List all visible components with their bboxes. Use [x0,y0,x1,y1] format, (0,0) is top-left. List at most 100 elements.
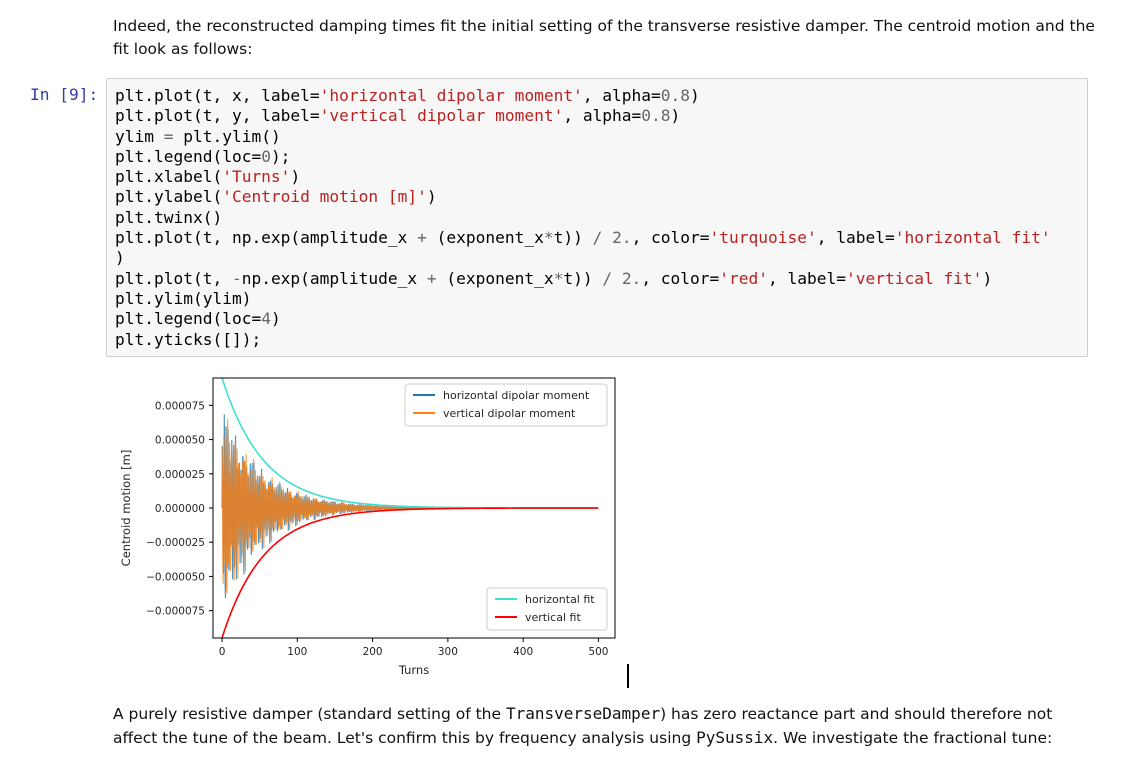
legend-label: vertical fit [525,611,581,624]
code-token: = [163,126,174,146]
code-token: * [553,268,564,288]
code-token: plt.plot(t, [115,268,232,288]
code-token [602,228,612,247]
code-token: , color= [631,228,710,248]
code-token: t)) [553,228,593,248]
code-token: (exponent_x [436,268,554,288]
code-token: ); [270,146,291,166]
code-token: ) [270,309,281,329]
plot-area [221,378,599,638]
code-line: plt.ylim(ylim) [115,289,1051,309]
y-tick-label: 0.000025 [155,469,205,481]
code-token: 'red' [719,268,769,288]
code-line: plt.ylabel('Centroid motion [m]') [115,187,1051,207]
x-tick-label: 0 [219,646,226,658]
code-line: plt.xlabel('Turns') [115,167,1051,187]
code-token: ylim [115,126,164,146]
inline-code-transversedamper: TransverseDamper [505,704,661,723]
y-tick-label: −0.000050 [146,571,205,583]
md-text-3: . We investigate the fractional tune: [773,729,1053,747]
code-token: plt.ylabel( [115,187,223,207]
inline-code-pysussix: PySussix [696,728,774,747]
code-token: 4 [261,309,271,329]
code-line: ylim = plt.ylim() [115,127,1051,147]
y-tick-label: 0.000000 [155,503,205,515]
code-token: t)) [563,268,603,288]
code-line: plt.legend(loc=4) [115,309,1051,329]
code-token: plt.plot(t, np.exp(amplitude_x [115,228,418,248]
code-line: plt.twinx() [115,208,1051,228]
md-text-1: A purely resistive damper (standard sett… [113,705,506,723]
code-token: + [417,228,427,248]
code-line: plt.plot(t, -np.exp(amplitude_x + (expon… [115,269,1051,289]
code-token: , label= [768,268,846,288]
code-token: plt.ylim() [173,126,281,146]
centroid-motion-chart: 0 100 200 300 400 500 0.000075 0.000050 0.000025… [119,377,616,677]
code-token: plt.legend(loc= [115,146,262,166]
code-token: 0.8 [641,106,671,126]
x-tick-label: 100 [287,646,307,658]
y-tick-label: 0.000050 [155,435,205,447]
text-cursor [627,664,629,688]
code-token: / [602,268,613,288]
code-token: / [592,228,603,248]
code-line: plt.plot(t, np.exp(amplitude_x + (expone… [115,228,1051,248]
code-token: * [543,228,554,248]
x-tick-label: 200 [363,646,383,658]
code-token: + [426,268,437,288]
x-axis-label: Turns [398,663,429,677]
legend-label: vertical dipolar moment [443,407,576,420]
code-editor[interactable]: plt.plot(t, x, label='horizontal dipolar… [115,86,1051,350]
code-token: ) [115,248,125,268]
code-token: ) [982,268,993,288]
md-text-2: ) has zero reactance part and should the… [113,705,1053,747]
legend-label: horizontal dipolar moment [443,389,590,402]
code-token: 'Turns' [222,167,291,187]
code-token: plt.yticks([]); [115,329,262,349]
code-line: plt.plot(t, x, label='horizontal dipolar… [115,86,1051,106]
y-tick-label: −0.000075 [146,606,205,618]
code-cell-input[interactable]: plt.plot(t, x, label='horizontal dipolar… [106,78,1088,357]
markdown-cell-text: Indeed, the reconstructed damping times … [113,17,1095,58]
code-token: plt.plot(t, y, label= [115,106,320,126]
code-token: , alpha= [563,106,642,126]
code-token: 'vertical fit' [845,268,983,288]
code-line: plt.plot(t, y, label='vertical dipolar m… [115,106,1051,126]
code-token: 2. [621,268,642,288]
code-line: plt.yticks([]); [115,330,1051,350]
series-vertical-fit [221,507,599,638]
code-line: ) [115,248,1051,268]
code-token: ) [290,167,301,187]
code-token: ) [426,187,437,207]
code-token: plt.legend(loc= [115,309,262,329]
code-token: - [231,268,242,288]
x-tick-label: 500 [588,646,608,658]
x-tick-label: 400 [513,646,533,658]
markdown-cell-text-bottom: A purely resistive damper (standard sett… [113,702,1098,750]
x-tick-label: 300 [438,646,458,658]
code-token: plt.twinx() [115,207,223,227]
code-token: 'vertical dipolar moment' [319,106,564,126]
output-figure: 0 100 200 300 400 500 0.000075 0.000050 0.000025… [113,365,633,685]
code-line: plt.legend(loc=0); [115,147,1051,167]
code-token: plt.plot(t, x, label= [115,86,320,105]
legend-box [404,383,608,427]
code-token: ) [670,106,681,126]
code-token: 0.8 [660,86,691,105]
code-token: 2. [612,228,632,248]
code-token: 'horizontal fit' [894,228,1051,248]
code-token: 'horizontal dipolar moment' [319,86,583,105]
y-axis-label: Centroid motion [m] [119,450,133,567]
code-token: np.exp(amplitude_x [241,268,427,288]
code-token: 0 [261,146,271,166]
code-token: ) [690,86,700,105]
code-token: plt.ylim(ylim) [115,288,252,308]
code-token: 'Centroid motion [m]' [222,187,427,207]
code-token: , alpha= [582,86,661,105]
y-tick-label: 0.000075 [155,400,205,412]
code-token: , color= [641,268,720,288]
code-token [612,269,622,288]
cell-prompt: In [9]: [30,85,99,104]
y-tick-label: −0.000025 [146,537,205,549]
code-token: (exponent_x [426,228,544,248]
